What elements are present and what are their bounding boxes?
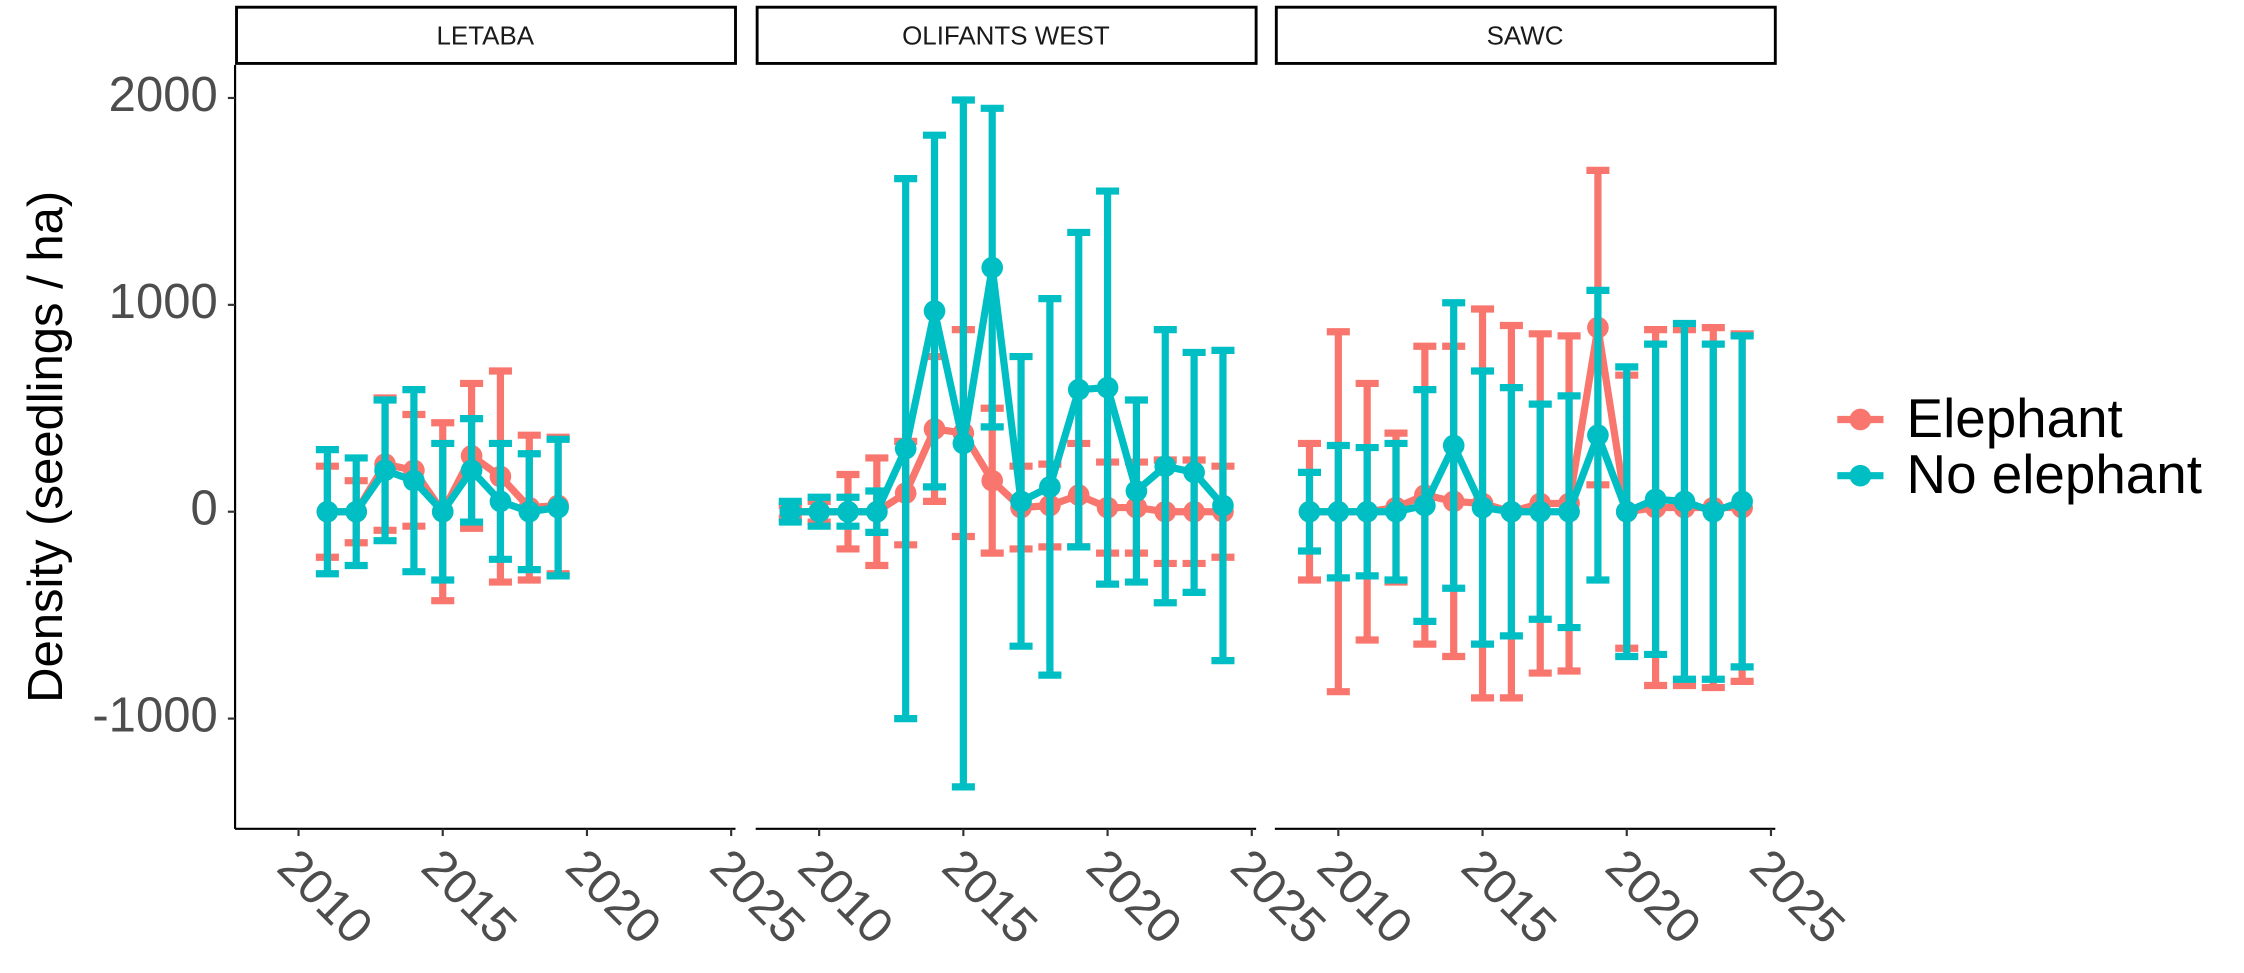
point	[1067, 378, 1090, 401]
point	[316, 500, 339, 523]
point	[1039, 476, 1061, 498]
series-line	[790, 263, 1226, 516]
point	[923, 300, 946, 322]
x-tick-label: 2020	[556, 839, 671, 954]
legend-label: Elephant	[1907, 387, 2123, 449]
point	[808, 500, 830, 523]
point	[1183, 461, 1205, 484]
point	[1615, 500, 1638, 523]
x-tick-label: 2015	[1451, 839, 1566, 954]
point	[489, 490, 512, 513]
point	[345, 500, 368, 523]
point	[1644, 488, 1667, 511]
x-tick-label: 2010	[788, 839, 903, 954]
y-tick-label: 2000	[109, 68, 218, 122]
x-tick-label: 2015	[932, 839, 1047, 954]
x-tick-label: 2015	[411, 839, 526, 954]
point	[1529, 500, 1552, 523]
point	[1010, 490, 1032, 513]
point	[894, 437, 917, 460]
point	[1673, 490, 1696, 513]
y-tick-label: -1000	[92, 689, 217, 743]
strip	[755, 5, 1258, 65]
x-tick-label: 2010	[1307, 839, 1422, 954]
y-tick-label: 0	[190, 482, 217, 536]
point	[547, 496, 569, 519]
point	[1385, 500, 1407, 523]
point	[952, 432, 975, 455]
point	[1442, 434, 1465, 457]
point	[431, 500, 454, 523]
point	[1327, 500, 1350, 523]
point	[1154, 455, 1177, 478]
point	[374, 459, 396, 482]
legend-swatch	[1849, 408, 1872, 431]
point	[1471, 496, 1494, 519]
x-tick-label: 2020	[1595, 839, 1710, 954]
point	[460, 459, 483, 482]
strip-title: LETABA	[437, 22, 535, 50]
point	[837, 500, 859, 523]
y-tick-label: 1000	[109, 275, 218, 329]
point	[1702, 500, 1725, 523]
point	[981, 256, 1004, 279]
point	[1298, 500, 1321, 523]
point	[1414, 494, 1436, 517]
x-tick-label: 2025	[1740, 839, 1855, 954]
series-line	[1309, 431, 1744, 516]
x-tick-label: 2010	[267, 839, 382, 954]
point	[1587, 424, 1609, 446]
point	[1356, 500, 1378, 523]
series-line	[1309, 323, 1743, 516]
point	[1558, 500, 1580, 523]
strip-title: OLIFANTS WEST	[902, 22, 1110, 50]
legend-swatch	[1849, 464, 1872, 487]
point	[1500, 500, 1523, 523]
point	[1212, 494, 1234, 517]
strip-title: SAWC	[1487, 22, 1564, 50]
strip	[1274, 5, 1777, 65]
point	[981, 469, 1004, 492]
point	[403, 469, 425, 492]
x-tick-label: 2020	[1076, 839, 1191, 954]
point	[1731, 490, 1753, 513]
x-tick-label: 2025	[1220, 839, 1335, 954]
point	[1125, 480, 1148, 502]
legend-label: No elephant	[1907, 443, 2202, 505]
y-axis-label: Density (seedlings / ha)	[19, 191, 73, 703]
point	[1096, 376, 1119, 399]
point	[866, 500, 888, 523]
point	[518, 500, 541, 523]
strip	[235, 5, 737, 65]
point	[779, 500, 802, 523]
x-tick-label: 2025	[700, 839, 815, 954]
